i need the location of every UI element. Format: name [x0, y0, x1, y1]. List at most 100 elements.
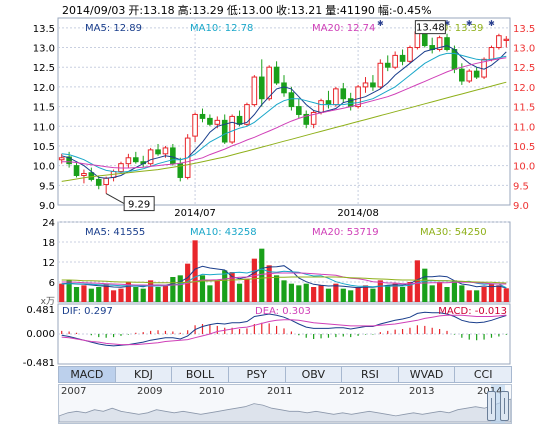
price-ma-line	[61, 52, 507, 173]
volume-bar	[148, 280, 154, 302]
min-price-callout	[123, 196, 155, 212]
macd-y-tick: 0.000	[26, 329, 55, 340]
volume-bar	[281, 280, 287, 302]
nav-year-label: 2007	[61, 386, 87, 397]
macd-line	[61, 314, 507, 346]
time-navigator[interactable]: 2007 2009 2010 2011 2012 2013 2014	[58, 384, 512, 424]
volume-bar	[103, 283, 109, 302]
quote-date: 2014/09/03	[62, 4, 126, 17]
volume-bar	[207, 285, 213, 302]
volume-bar	[370, 288, 376, 302]
min-price-leader	[105, 193, 125, 205]
event-marker-icon: ✱	[466, 19, 473, 28]
nav-year-label: 2013	[409, 386, 435, 397]
candle-body	[155, 149, 161, 155]
volume-ma-label: MA20: 53719	[312, 227, 379, 238]
quote-change: 幅:-0.45%	[377, 4, 432, 17]
price-y-tick-right: 10.0	[513, 162, 535, 173]
price-y-tick-right: 9.5	[513, 181, 529, 192]
macd-y-tick: 0.481	[26, 305, 55, 316]
price-y-tick-right: 9.0	[513, 201, 529, 212]
tab-kdj[interactable]: KDJ	[116, 367, 173, 382]
volume-bar	[355, 287, 361, 302]
candle-body	[147, 149, 154, 165]
candle-body	[229, 115, 235, 143]
tab-wvad[interactable]: WVAD	[399, 367, 456, 382]
candle-body	[370, 82, 376, 88]
volume-bar	[162, 285, 169, 302]
volume-bar	[399, 287, 406, 302]
volume-ma-line	[61, 276, 507, 284]
candle-body	[244, 104, 250, 125]
volume-bar	[140, 288, 146, 302]
volume-bar	[407, 282, 413, 302]
candle-body	[192, 113, 198, 137]
candle-body	[503, 38, 510, 41]
macd-y-tick: -0.481	[23, 358, 55, 366]
price-ma-label: MA10: 12.78	[190, 23, 253, 34]
price-y-tick-right: 13.5	[513, 24, 535, 35]
navigator-right-handle[interactable]	[500, 391, 509, 421]
quote-volume: 量:41190	[325, 4, 375, 17]
price-y-tick-left: 12.0	[33, 83, 55, 94]
volume-ma-label: MA5: 41555	[85, 227, 145, 238]
tab-rsi[interactable]: RSI	[342, 367, 399, 382]
volume-bar	[214, 280, 220, 302]
min-price-label: 9.29	[128, 200, 150, 211]
candle-body	[251, 76, 258, 106]
tab-boll[interactable]: BOLL	[172, 367, 229, 382]
candle-body	[407, 47, 413, 62]
volume-bar	[303, 283, 309, 302]
tab-obv[interactable]: OBV	[286, 367, 343, 382]
volume-bar	[385, 285, 391, 302]
volume-bar	[340, 288, 346, 302]
volume-bar	[422, 268, 428, 302]
volume-bar	[311, 287, 317, 302]
navigator-left-handle[interactable]	[487, 391, 496, 421]
tab-macd[interactable]: MACD	[59, 367, 116, 382]
candle-body	[266, 66, 272, 100]
price-y-tick-right: 10.5	[513, 142, 535, 153]
candle-body	[162, 147, 169, 155]
volume-bar	[199, 275, 206, 302]
volume-unit-label: x万	[41, 297, 55, 307]
candle-body	[488, 47, 495, 60]
price-y-tick-left: 13.0	[33, 44, 55, 55]
price-y-tick-right: 13.0	[513, 44, 535, 55]
candle-body	[199, 113, 206, 119]
volume-bar	[66, 280, 72, 302]
quote-open: 开:13.18	[128, 4, 175, 17]
event-marker-icon: ✱	[444, 19, 451, 28]
x-tick-label: 2014/08	[337, 208, 379, 219]
candle-body	[66, 156, 72, 165]
macd-line	[61, 311, 507, 347]
macd-dea-label: DEA: 0.303	[255, 306, 311, 317]
volume-bar	[236, 283, 243, 302]
volume-bar	[177, 275, 183, 302]
quote-high: 高:13.29	[177, 4, 224, 17]
tab-cci[interactable]: CCI	[473, 368, 493, 381]
volume-ma-label: MA30: 54250	[420, 227, 487, 238]
candle-body	[451, 48, 458, 70]
candle-body	[496, 35, 502, 49]
max-price-callout	[414, 20, 446, 35]
candle-body	[236, 115, 243, 125]
candle-body	[303, 113, 310, 125]
candle-body	[170, 147, 176, 165]
volume-bar	[259, 248, 265, 302]
tab-psy[interactable]: PSY	[229, 367, 286, 382]
volume-bar	[503, 288, 509, 302]
price-y-tick-right: 11.0	[513, 122, 535, 133]
price-y-tick-right: 11.5	[513, 103, 535, 114]
price-y-tick-left: 12.5	[33, 63, 55, 74]
candle-body	[333, 88, 339, 106]
volume-bar	[229, 272, 235, 302]
nav-year-label: 2011	[267, 386, 293, 397]
indicator-tabs: MACD KDJ BOLL PSY OBV RSI WVAD CCI	[58, 366, 512, 383]
candle-body	[325, 100, 332, 106]
macd-value-label: MACD: -0.013	[438, 306, 507, 317]
volume-y-tick: 24	[42, 218, 55, 229]
price-y-tick-left: 10.5	[33, 142, 55, 153]
volume-bar	[88, 288, 94, 302]
candle-body	[296, 106, 302, 115]
